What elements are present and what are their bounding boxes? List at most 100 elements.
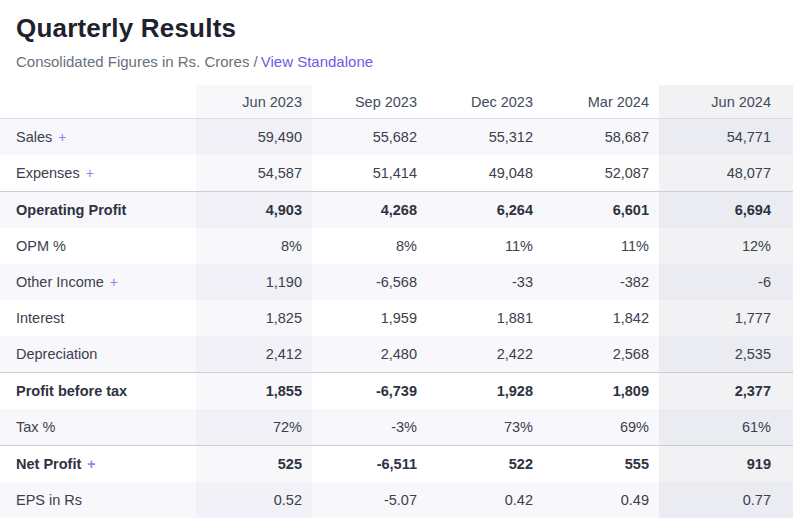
expand-row-button[interactable]: + [110, 274, 118, 290]
cell-value: 555 [543, 446, 659, 482]
cell-value: 72% [196, 409, 312, 445]
table-row: Profit before tax 1,855-6,7391,9281,8092,… [0, 372, 793, 409]
cell-value: 2,412 [196, 336, 312, 372]
cell-value: 1,825 [196, 300, 312, 336]
row-label-cell: Sales + [0, 119, 196, 155]
cell-value: 61% [659, 409, 793, 445]
page-title: Quarterly Results [16, 13, 777, 44]
cell-value: 51,414 [312, 155, 427, 191]
table-row: EPS in Rs0.52-5.070.420.490.77 [0, 482, 793, 518]
row-label-cell: Profit before tax [0, 373, 196, 409]
row-label: Net Profit [16, 456, 81, 472]
cell-value: 8% [196, 228, 312, 264]
cell-value: -6,568 [312, 264, 427, 300]
column-header: Jun 2024 [659, 85, 793, 118]
header-spacer [0, 85, 196, 118]
cell-value: -6,511 [312, 446, 427, 482]
cell-value: 11% [543, 228, 659, 264]
table-row: Other Income +1,190-6,568-33-382-6 [0, 264, 793, 300]
row-label-cell: Expenses + [0, 155, 196, 191]
cell-value: 54,771 [659, 119, 793, 155]
row-label: OPM % [16, 238, 66, 254]
cell-value: 8% [312, 228, 427, 264]
cell-value: 1,881 [427, 300, 543, 336]
column-header: Dec 2023 [427, 85, 543, 118]
row-label-cell: EPS in Rs [0, 482, 196, 518]
cell-value: 1,809 [543, 373, 659, 409]
cell-value: 6,694 [659, 192, 793, 228]
column-header: Mar 2024 [543, 85, 659, 118]
table-row: Depreciation 2,4122,4802,4222,5682,535 [0, 336, 793, 372]
cell-value: 52,087 [543, 155, 659, 191]
cell-value: 73% [427, 409, 543, 445]
cell-value: -3% [312, 409, 427, 445]
cell-value: 55,682 [312, 119, 427, 155]
expand-row-button[interactable]: + [58, 129, 66, 145]
cell-value: 2,377 [659, 373, 793, 409]
expand-row-button[interactable]: + [87, 456, 95, 472]
cell-value: 69% [543, 409, 659, 445]
cell-value: 0.49 [543, 482, 659, 518]
cell-value: 0.77 [659, 482, 793, 518]
subtitle: Consolidated Figures in Rs. Crores /View… [16, 53, 777, 70]
column-header: Sep 2023 [312, 85, 427, 118]
cell-value: 54,587 [196, 155, 312, 191]
cell-value: -5.07 [312, 482, 427, 518]
cell-value: 1,855 [196, 373, 312, 409]
cell-value: 2,568 [543, 336, 659, 372]
row-label-cell: Net Profit + [0, 446, 196, 482]
row-label: Expenses [16, 165, 80, 181]
quarterly-results-table: Jun 2023Sep 2023Dec 2023Mar 2024Jun 2024… [0, 85, 793, 518]
table-row: Expenses +54,58751,41449,04852,08748,077 [0, 155, 793, 191]
row-label-cell: Operating Profit [0, 192, 196, 228]
cell-value: 1,959 [312, 300, 427, 336]
row-label-cell: Other Income + [0, 264, 196, 300]
row-label: Profit before tax [16, 383, 127, 399]
table-row: Tax % 72%-3%73%69%61% [0, 409, 793, 445]
cell-value: 919 [659, 446, 793, 482]
cell-value: 4,903 [196, 192, 312, 228]
cell-value: 2,480 [312, 336, 427, 372]
subtitle-text: Consolidated Figures in Rs. Crores / [16, 53, 258, 70]
row-label: Interest [16, 310, 64, 326]
cell-value: 4,268 [312, 192, 427, 228]
table-row: OPM %8%8%11%11%12% [0, 228, 793, 264]
cell-value: 55,312 [427, 119, 543, 155]
row-label: Operating Profit [16, 202, 126, 218]
cell-value: 11% [427, 228, 543, 264]
view-standalone-link[interactable]: View Standalone [261, 53, 373, 70]
cell-value: -33 [427, 264, 543, 300]
table-header-row: Jun 2023Sep 2023Dec 2023Mar 2024Jun 2024 [0, 85, 793, 119]
row-label: Depreciation [16, 346, 97, 362]
cell-value: 1,190 [196, 264, 312, 300]
table-body: Sales+59,49055,68255,31258,68754,771Expe… [0, 119, 793, 518]
cell-value: 1,842 [543, 300, 659, 336]
row-label: Other Income [16, 274, 104, 290]
cell-value: 12% [659, 228, 793, 264]
cell-value: 522 [427, 446, 543, 482]
cell-value: 48,077 [659, 155, 793, 191]
row-label-cell: Depreciation [0, 336, 196, 372]
cell-value: -6,739 [312, 373, 427, 409]
cell-value: 525 [196, 446, 312, 482]
table-row: Interest 1,8251,9591,8811,8421,777 [0, 300, 793, 336]
row-label: Tax % [16, 419, 56, 435]
cell-value: 6,264 [427, 192, 543, 228]
row-label-cell: Tax % [0, 409, 196, 445]
cell-value: 2,535 [659, 336, 793, 372]
table-row: Net Profit +525-6,511522555919 [0, 445, 793, 482]
cell-value: 0.42 [427, 482, 543, 518]
cell-value: 1,928 [427, 373, 543, 409]
expand-row-button[interactable]: + [86, 165, 94, 181]
cell-value: 1,777 [659, 300, 793, 336]
cell-value: -382 [543, 264, 659, 300]
row-label: Sales [16, 129, 52, 145]
row-label-cell: OPM % [0, 228, 196, 264]
cell-value: 2,422 [427, 336, 543, 372]
cell-value: 49,048 [427, 155, 543, 191]
row-label-cell: Interest [0, 300, 196, 336]
cell-value: 0.52 [196, 482, 312, 518]
cell-value: -6 [659, 264, 793, 300]
table-row: Operating Profit4,9034,2686,2646,6016,69… [0, 191, 793, 228]
quarterly-results-section: Quarterly Results Consolidated Figures i… [0, 13, 793, 525]
